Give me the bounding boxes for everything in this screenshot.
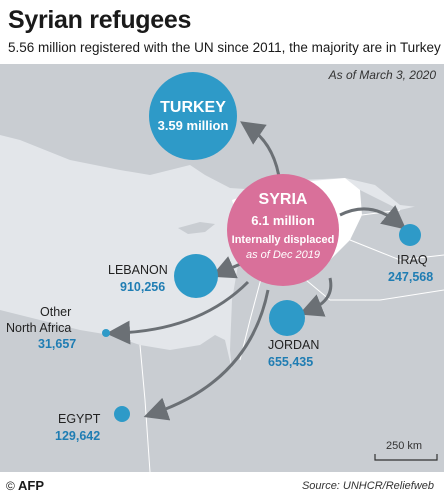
arrow-to-jordan — [298, 277, 333, 317]
syria-circle — [227, 174, 339, 286]
syria-name: SYRIA — [258, 191, 308, 208]
turkey-value: 3.59 million — [157, 118, 229, 133]
north-africa-label-line1: Other — [40, 305, 72, 319]
afp-logo: © AFP — [6, 478, 44, 493]
iraq-value: 247,568 — [388, 270, 434, 284]
scale-label: 250 km — [386, 440, 423, 452]
iraq-label: IRAQ — [397, 253, 428, 267]
source-note: Source: UNHCR/Reliefweb — [301, 480, 434, 492]
scale-bar — [374, 454, 438, 461]
page-title: Syrian refugees — [8, 6, 192, 34]
syria-note-date: as of Dec 2019 — [246, 249, 320, 261]
egypt-circle — [114, 406, 130, 422]
footer — [0, 472, 444, 500]
jordan-label: JORDAN — [268, 338, 320, 352]
map-graphic — [0, 64, 444, 472]
north-africa-circle — [102, 329, 110, 337]
afp-logo-text: AFP — [17, 478, 44, 493]
map-area — [0, 64, 444, 472]
jordan-value: 655,435 — [268, 355, 314, 369]
turkey-circle — [149, 72, 237, 160]
syria-note-internally-displaced: Internally displaced — [231, 234, 335, 246]
egypt-label: EGYPT — [58, 412, 101, 426]
iraq-circle — [399, 224, 421, 246]
egypt-value: 129,642 — [55, 429, 101, 443]
lebanon-circle — [174, 254, 218, 298]
date-note: As of March 3, 2020 — [328, 68, 436, 82]
arrow-to-iraq — [339, 205, 407, 230]
lebanon-value: 910,256 — [120, 280, 166, 294]
turkey-name: TURKEY — [160, 99, 226, 116]
page-subtitle: 5.56 million registered with the UN sinc… — [8, 40, 441, 55]
country-borders — [139, 209, 444, 472]
north-africa-value: 31,657 — [38, 337, 77, 351]
arrow-to-egypt — [143, 289, 270, 421]
syria-value: 6.1 million — [251, 213, 315, 228]
land-africa — [0, 310, 262, 472]
cyprus-island — [178, 222, 215, 234]
lebanon-label: LEBANON — [108, 263, 168, 277]
copyright-icon: © — [6, 479, 15, 493]
jordan-circle — [269, 300, 305, 336]
north-africa-label-line2: North Africa — [6, 321, 72, 335]
arrow-to-north-africa — [106, 280, 250, 345]
